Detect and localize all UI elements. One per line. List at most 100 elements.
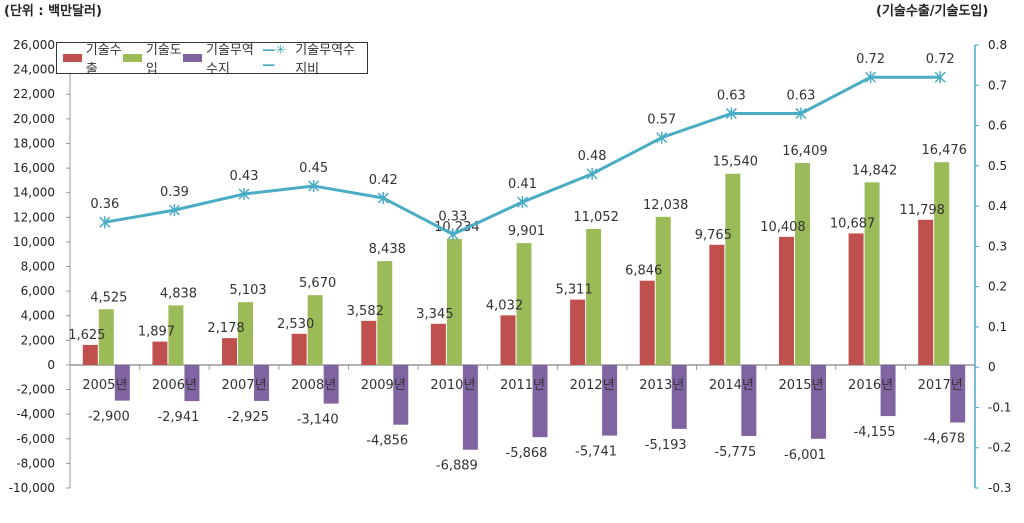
ratio-marker — [865, 71, 877, 84]
export-data-label: 1,625 — [68, 328, 105, 343]
right-tick-label: -0.1 — [988, 400, 1011, 414]
import-data-label: 5,103 — [229, 283, 266, 298]
left-tick-label: -2,000 — [16, 383, 55, 397]
legend-item-ratio: —✳— 기술무역수지비 — [262, 39, 361, 77]
category-label: 2008년 — [291, 378, 336, 393]
ratio-data-label: 0.36 — [90, 197, 119, 212]
right-tick-label: 0.2 — [988, 280, 1007, 294]
ratio-data-label: 0.57 — [647, 113, 676, 128]
bar-import — [725, 173, 741, 365]
ratio-marker — [377, 192, 389, 205]
category-label: 2011년 — [500, 378, 545, 393]
import-data-label: 5,670 — [299, 276, 336, 291]
export-data-label: 2,530 — [277, 317, 314, 332]
bar-balance — [671, 364, 687, 429]
category-label: 2012년 — [570, 378, 615, 393]
ratio-marker — [238, 188, 250, 201]
import-data-label: 8,438 — [369, 242, 406, 257]
balance-data-label: -4,856 — [366, 434, 408, 449]
legend-label: 기술무역수지 — [206, 43, 254, 77]
category-label: 2014년 — [709, 378, 754, 393]
bar-import — [934, 162, 950, 365]
import-data-label: 15,540 — [713, 155, 759, 170]
export-data-label: 3,582 — [347, 304, 384, 319]
ratio-marker — [168, 204, 180, 217]
left-tick-label: 10,000 — [13, 235, 55, 249]
left-tick-label: 2,000 — [21, 333, 55, 347]
left-tick-label: -4,000 — [16, 407, 55, 421]
balance-data-label: -4,155 — [854, 425, 896, 440]
right-tick-label: -0.2 — [988, 441, 1011, 455]
export-data-label: 10,687 — [830, 216, 876, 231]
ratio-marker — [795, 107, 807, 120]
bar-export — [291, 333, 307, 365]
export-data-label: 5,311 — [556, 283, 593, 298]
legend-item-export: 기술수출 — [63, 39, 123, 77]
bar-import — [446, 239, 462, 365]
ratio-marker — [586, 167, 598, 180]
legend-label: 기술무역수지비 — [295, 43, 356, 77]
legend-swatch — [63, 54, 82, 62]
left-unit-label: (단위 : 백만달러) — [4, 4, 102, 19]
category-label: 2017년 — [918, 378, 963, 393]
bar-balance — [532, 364, 548, 438]
export-data-label: 6,846 — [625, 264, 662, 279]
left-tick-label: 14,000 — [13, 186, 55, 200]
bar-balance — [741, 364, 757, 437]
left-tick-label: 24,000 — [13, 63, 55, 77]
import-data-label: 4,525 — [90, 290, 127, 305]
left-tick-label: -10,000 — [9, 481, 55, 495]
bar-export — [430, 323, 446, 365]
balance-data-label: -2,925 — [227, 410, 269, 425]
right-unit-label: (기술수출/기술도입) — [876, 4, 989, 19]
bar-import — [98, 309, 114, 365]
ratio-data-label: 0.42 — [369, 173, 398, 188]
left-tick-label: 22,000 — [13, 87, 55, 101]
import-data-label: 11,052 — [573, 210, 619, 225]
export-data-label: 4,032 — [486, 298, 523, 313]
export-data-label: 9,765 — [695, 228, 732, 243]
export-data-label: 1,897 — [138, 325, 175, 340]
bar-balance — [323, 364, 339, 404]
balance-data-label: -5,868 — [506, 446, 548, 461]
right-tick-label: 0.6 — [988, 119, 1007, 133]
legend-swatch — [123, 54, 142, 62]
ratio-data-label: 0.41 — [508, 177, 537, 192]
category-label: 2005년 — [82, 378, 127, 393]
ratio-data-label: 0.72 — [856, 52, 885, 67]
right-tick-label: 0 — [988, 360, 996, 374]
category-label: 2010년 — [430, 378, 475, 393]
bar-import — [794, 163, 810, 365]
balance-data-label: -2,941 — [157, 410, 199, 425]
left-tick-label: 6,000 — [21, 284, 55, 298]
legend-line-marker-icon: —✳— — [262, 43, 287, 73]
export-data-label: 10,408 — [760, 220, 806, 235]
bar-balance — [393, 364, 409, 425]
left-tick-label: 4,000 — [21, 309, 55, 323]
bar-export — [848, 233, 864, 365]
import-data-label: 9,901 — [508, 224, 545, 239]
balance-data-label: -4,678 — [923, 432, 965, 447]
category-label: 2015년 — [778, 378, 823, 393]
ratio-data-label: 0.48 — [578, 149, 607, 164]
bar-export — [361, 320, 377, 365]
export-data-label: 3,345 — [416, 307, 453, 322]
ratio-marker — [447, 228, 459, 241]
category-label: 2016년 — [848, 378, 893, 393]
right-tick-label: 0.4 — [988, 199, 1007, 213]
export-data-label: 2,178 — [207, 321, 244, 336]
category-label: 2006년 — [152, 378, 197, 393]
ratio-data-label: 0.43 — [230, 169, 259, 184]
right-tick-label: 0.5 — [988, 159, 1007, 173]
bar-import — [516, 243, 532, 365]
left-tick-label: -8,000 — [16, 456, 55, 470]
bar-import — [168, 305, 184, 365]
bar-import — [655, 216, 671, 365]
export-data-label: 11,798 — [899, 203, 945, 218]
bar-export — [778, 236, 794, 365]
bar-balance — [184, 364, 200, 402]
balance-data-label: -2,900 — [88, 410, 130, 425]
left-tick-label: 0 — [47, 358, 55, 372]
ratio-data-label: 0.63 — [717, 88, 746, 103]
